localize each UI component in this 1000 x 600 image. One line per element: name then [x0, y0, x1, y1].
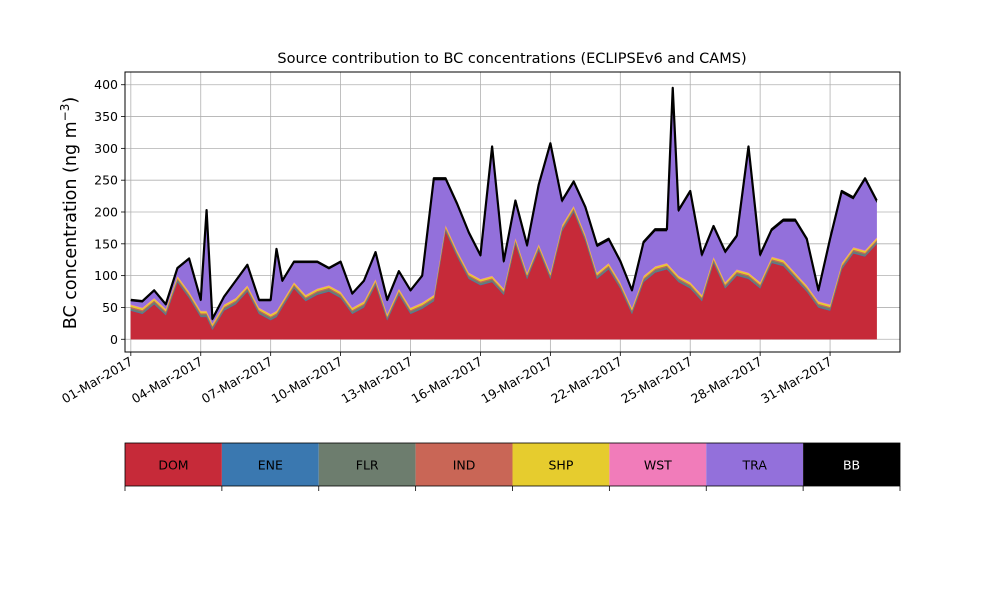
legend-swatch-flr	[318, 443, 416, 486]
legend-swatch-tra	[706, 443, 804, 486]
legend-swatch-wst	[609, 443, 707, 486]
legend-label-bb: BB	[843, 458, 860, 473]
legend-swatch-ind	[415, 443, 513, 486]
chart-title: Source contribution to BC concentrations…	[277, 51, 746, 67]
y-tick-label: 100	[94, 268, 118, 283]
x-tick-label: 28-Mar-2017	[688, 354, 764, 407]
legend-swatch-ene	[221, 443, 319, 486]
legend-label-tra: TRA	[742, 458, 768, 473]
y-axis-label-close: )	[61, 97, 81, 104]
total-outline	[130, 86, 878, 321]
y-tick-label: 0	[110, 332, 118, 347]
y-tick-label: 250	[94, 173, 118, 188]
source-legend-colorbar: DOM ENE FLR IND SHP WST TRA BB	[124, 442, 901, 491]
x-tick-label: 31-Mar-2017	[758, 354, 834, 407]
y-tick-label: 350	[94, 109, 118, 124]
legend-label-ene: ENE	[258, 458, 283, 473]
y-axis-label: BC concentration (ng m−3)	[58, 97, 81, 329]
legend-swatch-bb	[803, 443, 900, 486]
x-tick-label: 25-Mar-2017	[618, 354, 694, 407]
x-axis-ticks: 01-Mar-201704-Mar-201707-Mar-201710-Mar-…	[59, 352, 835, 406]
total-line	[130, 86, 878, 321]
legend-swatch-shp	[512, 443, 610, 486]
x-tick-label: 01-Mar-2017	[59, 354, 135, 407]
x-tick-label: 19-Mar-2017	[478, 354, 554, 407]
legend-label-dom: DOM	[158, 458, 188, 473]
x-tick-label: 10-Mar-2017	[269, 354, 345, 407]
stacked-areas	[130, 87, 877, 340]
y-axis-ticks: 0 50 100 150 200 250 300 350 400	[94, 77, 125, 347]
x-tick-label: 04-Mar-2017	[129, 354, 205, 407]
legend-swatch-dom	[125, 443, 222, 486]
legend-label-shp: SHP	[549, 458, 574, 473]
y-axis-label-exponent: −3	[58, 104, 72, 122]
y-tick-label: 150	[94, 236, 118, 251]
x-tick-label: 13-Mar-2017	[339, 354, 415, 407]
legend-label-ind: IND	[453, 458, 476, 473]
y-tick-label: 200	[94, 205, 118, 220]
y-tick-label: 400	[94, 77, 118, 92]
y-tick-label: 50	[102, 300, 118, 315]
legend-label-wst: WST	[644, 458, 672, 473]
x-tick-label: 22-Mar-2017	[548, 354, 624, 407]
y-tick-label: 300	[94, 141, 118, 156]
x-tick-label: 16-Mar-2017	[409, 354, 485, 407]
x-tick-label: 07-Mar-2017	[199, 354, 275, 407]
legend-label-flr: FLR	[356, 458, 379, 473]
